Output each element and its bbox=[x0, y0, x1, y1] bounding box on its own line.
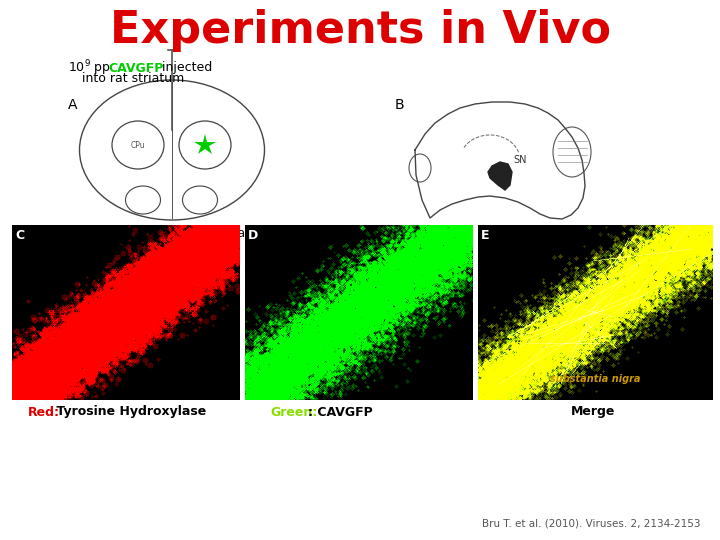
Text: sacrificed 1 week post-injection: sacrificed 1 week post-injection bbox=[231, 226, 429, 240]
Text: Merge: Merge bbox=[571, 406, 615, 419]
Text: CAVGFP: CAVGFP bbox=[108, 62, 163, 75]
Text: B: B bbox=[395, 98, 405, 112]
Text: substantia nigra: substantia nigra bbox=[550, 374, 641, 384]
Text: A: A bbox=[68, 98, 78, 112]
Text: : CAVGFP: : CAVGFP bbox=[308, 406, 373, 419]
Text: into rat striatum: into rat striatum bbox=[82, 72, 184, 85]
Text: Red:: Red: bbox=[28, 406, 60, 419]
Text: Experiments in Vivo: Experiments in Vivo bbox=[109, 9, 611, 51]
Text: 10$^9$ pp: 10$^9$ pp bbox=[68, 58, 112, 78]
Text: SN: SN bbox=[513, 155, 526, 165]
Text: Tyrosine Hydroxylase: Tyrosine Hydroxylase bbox=[52, 406, 206, 419]
Text: C: C bbox=[15, 229, 24, 242]
Text: CPu: CPu bbox=[131, 140, 145, 150]
Text: Bru T. et al. (2010). Viruses. 2, 2134-2153: Bru T. et al. (2010). Viruses. 2, 2134-2… bbox=[482, 519, 700, 529]
Text: Green:: Green: bbox=[270, 406, 318, 419]
Text: injected: injected bbox=[158, 62, 212, 75]
Text: E: E bbox=[481, 229, 490, 242]
Polygon shape bbox=[488, 162, 512, 190]
Text: D: D bbox=[248, 229, 258, 242]
